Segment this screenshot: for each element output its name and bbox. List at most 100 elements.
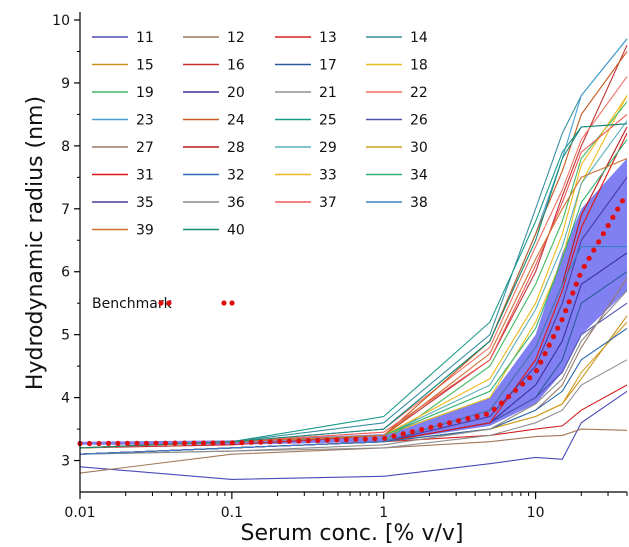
legend-label-25: 25 [319, 113, 337, 129]
legend-label-27: 27 [136, 140, 154, 156]
benchmark-point [324, 437, 330, 443]
benchmark-point [465, 415, 471, 422]
legend-label-benchmark: Benchmark [92, 296, 173, 312]
benchmark-point [446, 420, 452, 426]
benchmark-point [586, 255, 592, 261]
legend-label-21: 21 [319, 85, 337, 101]
benchmark-point [115, 440, 121, 446]
benchmark-point [573, 281, 579, 287]
legend-label-33: 33 [319, 168, 337, 184]
benchmark-point [267, 439, 273, 445]
legend-label-16: 16 [227, 58, 245, 74]
benchmark-point [153, 440, 159, 446]
y-tick-label: 3 [61, 454, 70, 470]
y-tick-label: 8 [61, 139, 70, 155]
legend-label-40: 40 [227, 223, 245, 239]
x-tick-label: 1 [379, 505, 388, 521]
benchmark-point [143, 440, 150, 446]
y-tick-label: 10 [52, 13, 70, 29]
legend-label-31: 31 [136, 168, 154, 184]
benchmark-point [538, 359, 544, 365]
benchmark-point [134, 440, 140, 446]
benchmark-point [409, 429, 415, 435]
benchmark-point [96, 440, 102, 447]
legend-label-24: 24 [227, 113, 245, 129]
benchmark-point [248, 439, 254, 445]
benchmark-point [437, 422, 443, 428]
series-line-25 [79, 123, 628, 449]
series-line-11 [79, 390, 628, 480]
legend-label-32: 32 [227, 168, 245, 184]
legend-label-12: 12 [227, 30, 245, 46]
benchmark-point [305, 438, 311, 444]
benchmark-point [474, 413, 480, 419]
series-line-38 [79, 246, 627, 455]
benchmark-point [382, 435, 388, 441]
legend-benchmark-dot [221, 300, 227, 306]
x-tick-label: 10 [527, 505, 545, 521]
benchmark-point [181, 440, 188, 446]
benchmark-point [286, 438, 292, 444]
series-line-40 [79, 123, 628, 449]
benchmark-point [124, 440, 131, 446]
benchmark-point [210, 440, 216, 446]
legend-label-18: 18 [410, 58, 428, 74]
benchmark-point [428, 424, 434, 430]
benchmark-point [563, 308, 569, 314]
benchmark-point [362, 436, 368, 442]
x-tick-label: 0.01 [64, 505, 95, 521]
legend-benchmark-dot [166, 300, 172, 306]
y-axis-title: Hydrodynamic radius (nm) [23, 96, 48, 390]
benchmark-layer [77, 198, 626, 447]
y-tick-label: 5 [61, 328, 70, 344]
benchmark-point [546, 342, 552, 348]
legend-label-13: 13 [319, 30, 337, 46]
legend-label-35: 35 [136, 195, 154, 211]
benchmark-point [498, 400, 504, 406]
benchmark-point [559, 317, 565, 323]
benchmark-point [419, 426, 425, 433]
benchmark-point [229, 440, 235, 446]
y-tick-label: 4 [61, 391, 70, 407]
series-layer [79, 38, 628, 480]
benchmark-point [533, 368, 540, 374]
legend-label-20: 20 [227, 85, 245, 101]
legend-label-38: 38 [410, 195, 428, 211]
x-axis-title: Serum conc. [% v/v] [240, 521, 463, 546]
legend-benchmark-dot [158, 300, 164, 306]
benchmark-point [610, 214, 616, 220]
benchmark-point [105, 440, 112, 446]
benchmark-point [315, 437, 321, 443]
benchmark-point [577, 272, 583, 278]
benchmark-point [542, 351, 548, 357]
legend-label-36: 36 [227, 195, 245, 211]
benchmark-point [353, 436, 359, 442]
y-tick-label: 6 [61, 265, 70, 281]
series-line-37 [79, 113, 628, 449]
benchmark-point [400, 431, 406, 437]
series-line-39 [79, 157, 628, 449]
legend-label-14: 14 [410, 30, 428, 46]
benchmark-point [505, 394, 512, 400]
benchmark-point [191, 440, 197, 446]
benchmark-point [296, 438, 302, 444]
benchmark-point [570, 290, 576, 296]
benchmark-point [172, 440, 178, 446]
legend-label-37: 37 [319, 195, 337, 211]
benchmark-point [605, 222, 611, 229]
benchmark-point [456, 418, 462, 424]
benchmark-point [200, 440, 207, 446]
benchmark-point [581, 263, 587, 270]
benchmark-point [550, 334, 557, 340]
legend-benchmark-dot [229, 300, 235, 306]
benchmark-point [491, 406, 497, 412]
benchmark-point [239, 440, 245, 446]
y-tick-label: 9 [61, 76, 70, 92]
benchmark-point [513, 387, 519, 393]
benchmark-point [277, 438, 283, 445]
benchmark-point [520, 381, 526, 387]
benchmark-point [343, 437, 349, 443]
benchmark-point [391, 433, 397, 439]
series-line-29 [79, 120, 628, 449]
series-line-12 [79, 428, 628, 474]
